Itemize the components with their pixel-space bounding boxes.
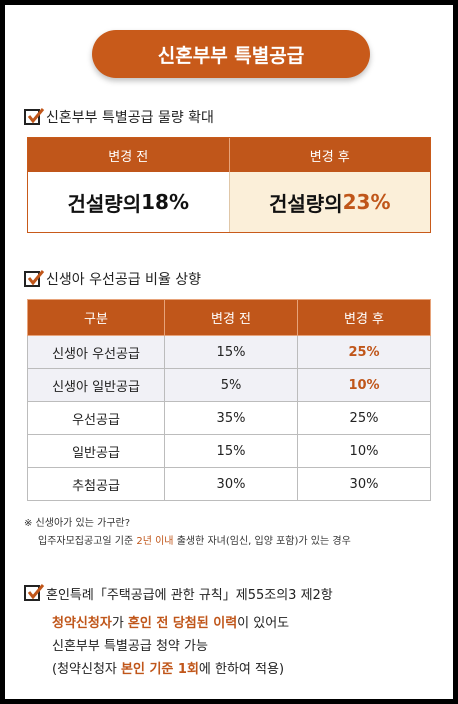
rule-text: (청약신청자	[52, 662, 122, 677]
table-row: 일반공급 15% 10%	[26, 434, 431, 468]
header-after: 변경 후	[228, 138, 431, 172]
row-label: 우선공급	[26, 401, 166, 435]
rule-line-2: 신혼부부 특별공급 청약 가능	[52, 639, 208, 654]
col-before: 변경 전	[164, 299, 298, 336]
quota-table: 변경 전 변경 후 건설량의 18% 건설량의 23%	[27, 137, 431, 233]
quota-after-cell: 건설량의 23%	[228, 172, 430, 232]
checkbox-icon	[24, 584, 45, 601]
section-heading-newborn: 신생아 우선공급 비율 상향	[24, 268, 201, 290]
table-header-row: 구분 변경 전 변경 후	[26, 299, 431, 336]
table-row: 신생아 우선공급 15% 25%	[26, 335, 431, 369]
footnote-text-a: 입주자모집공고일 기준	[38, 536, 137, 547]
quota-table-header: 변경 전 변경 후	[28, 138, 430, 172]
quota-after-value: 23%	[342, 190, 391, 214]
footnote-text-b: 출생한 자녀(임신, 입양 포함)가 있는 경우	[173, 536, 351, 547]
rule-highlight-once: 본인 기준 1회	[121, 662, 199, 677]
col-after: 변경 후	[297, 299, 431, 336]
rule-text: 에 한하여 적용)	[198, 662, 285, 677]
footnote-highlight: 2년 이내	[136, 536, 174, 547]
table-row: 우선공급 35% 25%	[26, 401, 431, 435]
quota-before-value: 18%	[141, 190, 189, 214]
section-heading-marriage: 혼인특례「주택공급에 관한 규칙」제55조의3 제2항	[24, 582, 333, 604]
quota-after-prefix: 건설량의	[269, 191, 343, 216]
table-row: 신생아 일반공급 5% 10%	[26, 368, 431, 402]
row-after: 10%	[297, 434, 431, 468]
checkbox-icon	[24, 270, 45, 287]
row-label: 신생아 일반공급	[26, 368, 166, 402]
footnote-detail: 입주자모집공고일 기준 2년 이내 출생한 자녀(임신, 입양 포함)가 있는 …	[38, 532, 351, 547]
page-title: 신혼부부 특별공급	[92, 30, 370, 78]
section-heading-text: 신혼부부 특별공급 물량 확대	[46, 110, 214, 126]
newborn-ratio-table: 구분 변경 전 변경 후 신생아 우선공급 15% 25% 신생아 일반공급 5…	[26, 299, 431, 501]
page-title-text: 신혼부부 특별공급	[157, 44, 305, 67]
row-label: 추첨공급	[26, 467, 166, 501]
rule-text: 이 있어도	[237, 616, 290, 631]
checkbox-icon	[24, 108, 45, 125]
row-before: 15%	[164, 434, 298, 468]
col-category: 구분	[26, 299, 166, 336]
rule-line-3: (청약신청자 본인 기준 1회에 한하여 적용)	[52, 658, 284, 677]
row-after: 10%	[297, 368, 431, 402]
rule-highlight-history: 혼인 전 당첨된 이력	[127, 616, 238, 631]
table-row: 추첨공급 30% 30%	[26, 467, 431, 501]
header-before: 변경 전	[108, 149, 149, 165]
quota-before-cell: 건설량의 18%	[28, 172, 229, 232]
quota-before-prefix: 건설량의	[67, 191, 142, 216]
rule-highlight-applicant: 청약신청자	[52, 616, 112, 631]
row-before: 30%	[164, 467, 298, 501]
row-before: 5%	[164, 368, 298, 402]
row-before: 15%	[164, 335, 298, 369]
section-heading-text: 혼인특례「주택공급에 관한 규칙」제55조의3 제2항	[46, 587, 333, 603]
rule-text: 가	[111, 616, 128, 631]
rule-line-1: 청약신청자가 혼인 전 당첨된 이력이 있어도	[52, 612, 289, 631]
row-label: 일반공급	[26, 434, 166, 468]
section-heading-text: 신생아 우선공급 비율 상향	[46, 272, 202, 288]
row-after: 25%	[297, 335, 431, 369]
quota-table-body: 건설량의 18% 건설량의 23%	[28, 172, 430, 232]
row-label: 신생아 우선공급	[26, 335, 166, 369]
section-heading-quota: 신혼부부 특별공급 물량 확대	[24, 106, 214, 128]
row-before: 35%	[164, 401, 298, 435]
row-after: 25%	[297, 401, 431, 435]
row-after: 30%	[297, 467, 431, 501]
footnote-title: ※ 신생아가 있는 가구란?	[24, 518, 131, 529]
